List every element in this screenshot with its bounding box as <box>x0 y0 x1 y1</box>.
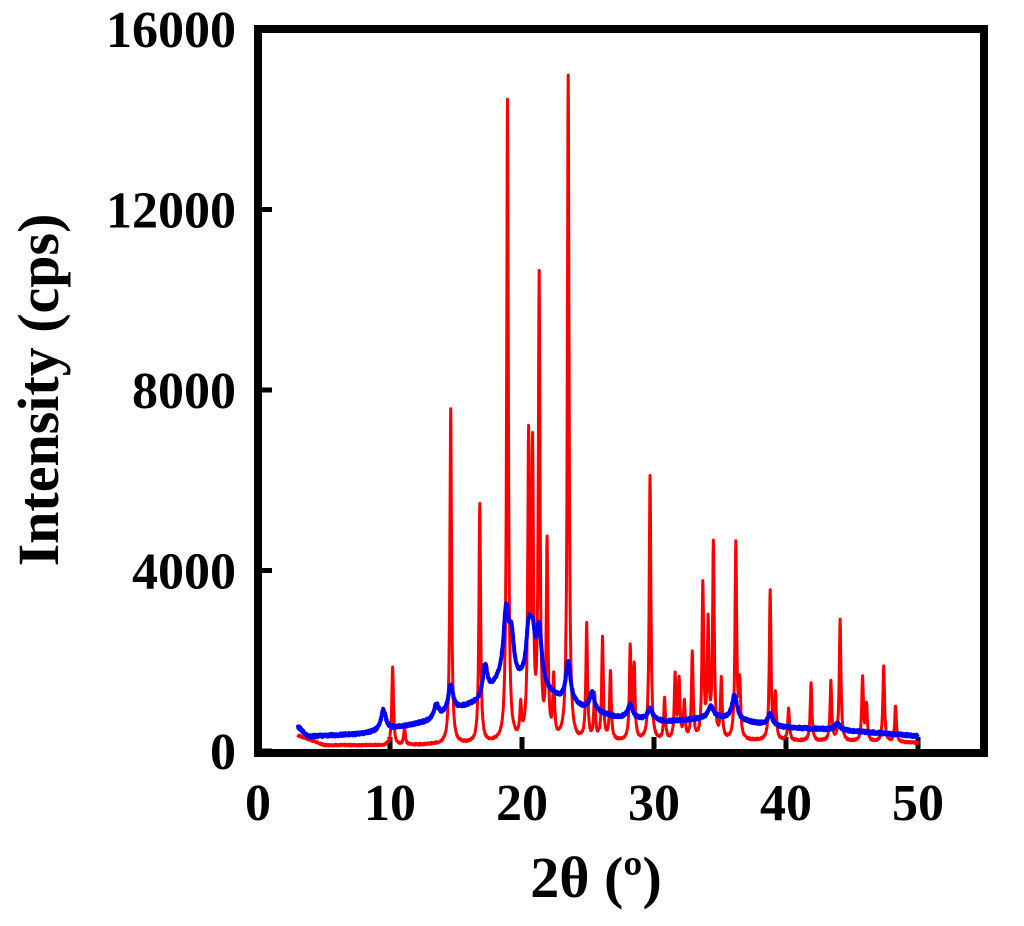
x-tick-label: 0 <box>245 775 271 832</box>
y-axis-title: Intensity (cps) <box>6 214 71 567</box>
x-tick-labels: 0 10 20 30 40 50 <box>245 775 944 832</box>
y-tick-labels: 0 4000 8000 12000 16000 <box>106 2 236 781</box>
x-tick-label: 10 <box>364 775 416 832</box>
y-tick-label: 8000 <box>132 363 236 420</box>
y-tick-label: 4000 <box>132 544 236 601</box>
plot-area <box>295 73 920 748</box>
plot-frame <box>254 25 988 757</box>
x-tick-label: 30 <box>628 775 680 832</box>
y-tick-label: 12000 <box>106 183 236 240</box>
y-tick-label: 16000 <box>106 2 236 59</box>
x-tick-label: 50 <box>892 775 944 832</box>
series-line-2 <box>295 601 920 740</box>
x-tick-label: 20 <box>496 775 548 832</box>
x-axis-title: 2θ (º) <box>530 845 662 910</box>
x-tick-label: 40 <box>760 775 812 832</box>
y-tick-label: 0 <box>210 724 236 781</box>
series-line-1 <box>296 73 920 748</box>
